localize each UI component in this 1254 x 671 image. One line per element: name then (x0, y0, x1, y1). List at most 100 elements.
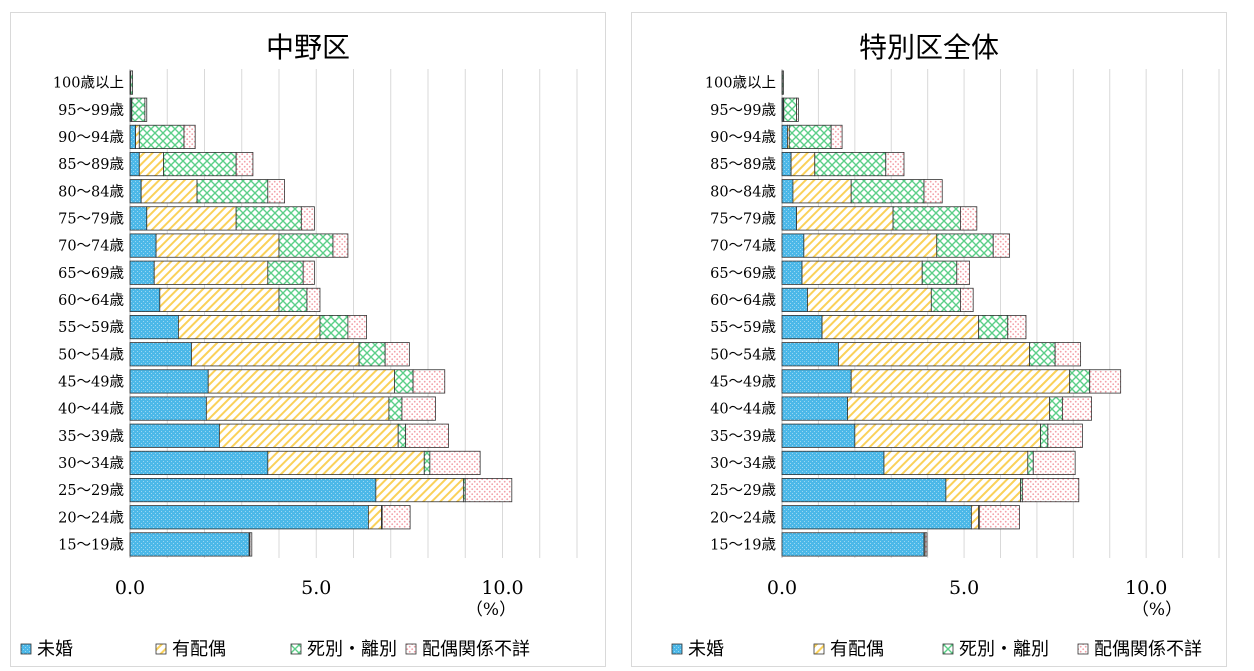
bar-married (883, 450, 1029, 475)
chart-tokubetsu: 特別区全体 100歳以上 95～99歳 90～94歳 85～89歳 80～84歳 75～7… (671, 31, 1220, 660)
bar-unmarried (129, 532, 250, 557)
bar-unknown (1032, 450, 1076, 475)
bar-widowed (278, 287, 308, 312)
bar-unmarried (781, 124, 788, 149)
x-tick-labels: 0.0 5.0 10.0 (115, 577, 524, 599)
category-label: 70～74歳 (710, 238, 776, 255)
legend-label: 未婚 (37, 639, 73, 660)
bar-unknown (956, 260, 970, 285)
bar-unmarried (129, 233, 157, 258)
legend-swatch (290, 643, 302, 655)
bar-widowed (138, 124, 185, 149)
legend-label: 未婚 (688, 639, 724, 660)
chart-title: 中野区 (266, 31, 350, 64)
bar-widowed (1049, 396, 1063, 421)
bar-widowed (978, 315, 1009, 340)
chart-panel-nakano: 中野区 100歳以上 95～99歳 90～94歳 85～89歳 80～84歳 75～79歳… (10, 12, 606, 667)
category-label: 25～29歳 (710, 482, 776, 499)
bar-unknown (796, 97, 799, 122)
legend-swatch (1077, 643, 1089, 655)
bar-married (838, 342, 1031, 367)
legend-item-unknown: 配偶関係不詳 (1077, 639, 1202, 660)
category-label: 100歳以上 (705, 75, 776, 92)
category-label: 45～49歳 (710, 373, 776, 390)
category-label: 50～54歳 (710, 346, 776, 363)
bar-married (796, 206, 894, 231)
bar-married (847, 396, 1051, 421)
category-label: 95～99歳 (710, 102, 776, 119)
bar-unknown (1054, 342, 1082, 367)
category-label: 30～34歳 (58, 455, 124, 472)
bar-married (138, 152, 164, 177)
bar-unmarried (781, 179, 794, 204)
bar-widowed (278, 233, 334, 258)
category-labels: 100歳以上 95～99歳 90～94歳 85～89歳 80～84歳 75～79歳 70～7… (705, 75, 776, 554)
bar-unknown (144, 97, 148, 122)
bar-unmarried (129, 342, 192, 367)
bar-unmarried (129, 152, 140, 177)
bars (781, 70, 1122, 557)
legend-swatch (671, 643, 683, 655)
bar-unknown (381, 505, 411, 530)
bar-unknown (924, 532, 928, 557)
legend-label: 有配偶 (172, 639, 226, 660)
grid-lines (781, 69, 1220, 558)
bar-unmarried (781, 342, 839, 367)
bar-unknown (249, 532, 253, 557)
category-label: 35～39歳 (710, 428, 776, 445)
bar-married (205, 396, 390, 421)
bar-widowed (936, 233, 994, 258)
bar-married (790, 152, 816, 177)
bar-married (159, 287, 280, 312)
legend-swatch (813, 643, 825, 655)
bar-widowed (1027, 450, 1034, 475)
legend-item-unmarried: 未婚 (671, 639, 724, 660)
bar-unknown (960, 287, 974, 312)
bar-unknown (978, 505, 1020, 530)
category-label: 15～19歳 (58, 536, 124, 553)
chart-title: 特別区全体 (859, 31, 999, 64)
category-labels: 100歳以上 95～99歳 90～94歳 85～89歳 80～84歳 75～79歳 70～7… (53, 75, 124, 554)
legend-label: 配偶関係不詳 (1094, 639, 1202, 660)
x-tick-label: 0.0 (767, 577, 797, 599)
x-tick-label: 5.0 (949, 577, 979, 599)
bar-widowed (423, 450, 431, 475)
legend-label: 配偶関係不詳 (422, 639, 530, 660)
bar-married (792, 179, 852, 204)
x-tick-label: 10.0 (481, 577, 523, 599)
bar-widowed (783, 97, 797, 122)
category-label: 75～79歳 (58, 210, 124, 227)
category-label: 85～89歳 (710, 156, 776, 173)
bar-married (146, 206, 237, 231)
bar-widowed (397, 423, 407, 448)
legend-label: 死別・離別 (959, 639, 1049, 660)
bar-unmarried (129, 369, 209, 394)
bar-married (267, 450, 425, 475)
bar-married (218, 423, 399, 448)
bar-unknown (464, 478, 513, 503)
legend-swatch (405, 643, 417, 655)
bar-married (807, 287, 932, 312)
bar-widowed (130, 70, 134, 95)
bar-unmarried (129, 287, 161, 312)
category-label: 75～79歳 (710, 210, 776, 227)
bar-married (178, 315, 321, 340)
bar-widowed (131, 97, 146, 122)
legend-label: 有配偶 (830, 639, 884, 660)
bar-unmarried (129, 260, 155, 285)
bar-unmarried (129, 505, 369, 530)
bar-unmarried (781, 152, 792, 177)
bar-unknown (429, 450, 481, 475)
legend-swatch (20, 643, 32, 655)
legend-item-widowed: 死別・離別 (942, 639, 1049, 660)
bar-unmarried (129, 423, 220, 448)
bar-unknown (1089, 369, 1122, 394)
category-label: 60～64歳 (58, 292, 124, 309)
category-label: 30～34歳 (710, 455, 776, 472)
bar-widowed (196, 179, 269, 204)
bar-widowed (1069, 369, 1091, 394)
bar-unknown (401, 396, 436, 421)
bar-widowed (267, 260, 304, 285)
x-tick-label: 10.0 (1125, 577, 1167, 599)
bar-unknown (412, 369, 446, 394)
